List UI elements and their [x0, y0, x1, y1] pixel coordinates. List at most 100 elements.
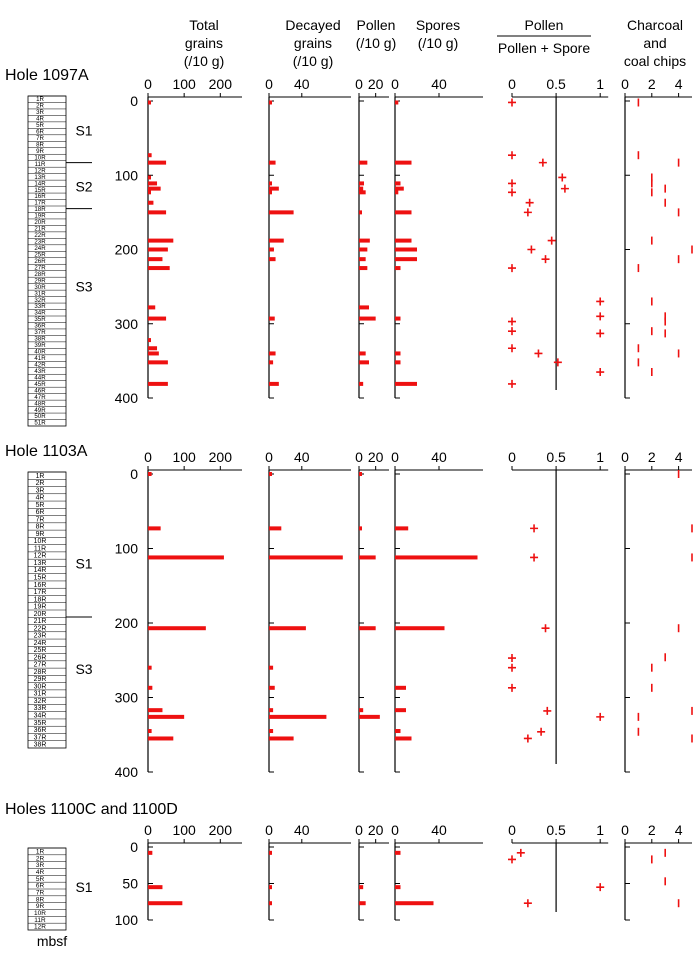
core-label: 42R [34, 361, 46, 368]
depth-tick-label: 300 [115, 316, 139, 332]
core-label: 36R [34, 727, 47, 734]
bar-spores [395, 257, 417, 262]
core-label: 25R [34, 647, 47, 654]
core-label: 45R [34, 381, 46, 388]
bar-total [148, 351, 159, 356]
bar-total [148, 238, 174, 243]
panel-total: 0 100 200 [144, 76, 242, 399]
bar-decayed [269, 381, 279, 386]
point-ratio [558, 173, 567, 182]
value-tick-label-charcoal: 0 [621, 449, 629, 465]
point-ratio [596, 368, 605, 377]
hole-title: Holes 1100C and 1100D [5, 801, 178, 818]
point-ratio [508, 379, 516, 388]
core-label: 35R [34, 720, 47, 727]
value-tick-label-charcoal: 0 [621, 822, 629, 838]
panel-charcoal: 0 2 4 [621, 76, 693, 399]
core-label: 46R [34, 387, 46, 394]
bar-total [148, 153, 152, 158]
point-ratio [547, 236, 556, 245]
core-label: 4R [36, 869, 45, 876]
bar-spores [395, 181, 401, 186]
bar-decayed [269, 238, 284, 243]
panel-ratio: 0 0.5 1 [508, 822, 609, 912]
bar-decayed [269, 714, 327, 719]
hole-title: Hole 1103A [5, 443, 88, 460]
core-label: 25R [34, 251, 46, 258]
header-decayed-line3: (/10 g) [293, 53, 333, 69]
core-label: 19R [34, 604, 47, 611]
bar-spores [395, 381, 417, 386]
value-tick-label-spores: 40 [431, 76, 447, 92]
core-label: 8R [36, 141, 44, 148]
header-pollen-line1: Pollen [357, 17, 396, 33]
bar-pollen [359, 316, 376, 321]
bar-pollen [359, 257, 366, 262]
bar-decayed [269, 729, 274, 734]
core-label: 7R [36, 889, 45, 896]
header-total-line2: grains [185, 35, 223, 51]
core-label: 2R [36, 103, 44, 110]
bar-decayed [269, 708, 274, 713]
header-spores-line1: Spores [416, 17, 460, 33]
point-ratio [596, 883, 605, 892]
core-label: 35R [34, 316, 46, 323]
core-label: 31R [34, 290, 46, 297]
core-label: 6R [36, 883, 45, 890]
core-label: 10R [34, 538, 47, 545]
core-label: 32R [34, 297, 46, 304]
unit-label: S1 [75, 879, 92, 895]
bar-total [148, 526, 161, 531]
core-label: 7R [36, 135, 44, 142]
core-label: 27R [34, 264, 46, 271]
panel-pollen: 0 20 [355, 449, 389, 773]
point-ratio [508, 188, 516, 197]
core-label: 13R [34, 174, 46, 181]
bar-pollen [359, 526, 362, 531]
depth-tick-label: 0 [130, 466, 138, 482]
core-label: 48R [34, 400, 46, 407]
point-ratio [596, 329, 605, 338]
bar-pollen [359, 266, 368, 271]
bar-spores [395, 247, 417, 252]
core-label: 47R [34, 394, 46, 401]
value-tick-label-charcoal: 2 [648, 822, 656, 838]
bar-pollen [359, 885, 364, 890]
value-tick-label-pollen: 0 [355, 822, 363, 838]
bar-decayed [269, 526, 282, 531]
core-label: 32R [34, 698, 47, 705]
bar-decayed [269, 665, 274, 670]
point-ratio [534, 349, 543, 358]
value-tick-label-pollen: 20 [368, 76, 384, 92]
core-label: 28R [34, 271, 46, 278]
value-tick-label-ratio: 1 [596, 822, 604, 838]
bar-pollen [359, 247, 368, 252]
value-tick-label-pollen: 0 [355, 76, 363, 92]
point-ratio [596, 712, 605, 721]
header-total-line1: Total [189, 17, 219, 33]
point-ratio [508, 327, 516, 336]
panel-spores: 0 40 [391, 822, 483, 921]
bar-decayed [269, 186, 279, 191]
depth-tick-label: 100 [115, 167, 139, 183]
core-label: 27R [34, 662, 47, 669]
bar-spores [395, 526, 409, 531]
point-ratio [530, 524, 539, 533]
depth-tick-label: 200 [115, 615, 139, 631]
core-label: 9R [36, 148, 44, 155]
bar-decayed [269, 247, 274, 252]
bar-pollen [359, 901, 366, 906]
panel-pollen: 0 20 [355, 76, 389, 399]
core-label: 38R [34, 336, 46, 343]
core-label: 20R [34, 219, 46, 226]
bar-total [148, 626, 206, 631]
header-spores-line2: (/10 g) [418, 35, 458, 51]
point-ratio [541, 624, 550, 633]
value-tick-label-total: 0 [144, 822, 152, 838]
bar-total [148, 247, 168, 252]
core-label: 38R [34, 742, 47, 749]
panel-decayed: 0 40 [265, 76, 351, 399]
point-ratio [523, 208, 532, 217]
core-label: 4R [36, 116, 44, 123]
bar-spores [395, 160, 412, 165]
